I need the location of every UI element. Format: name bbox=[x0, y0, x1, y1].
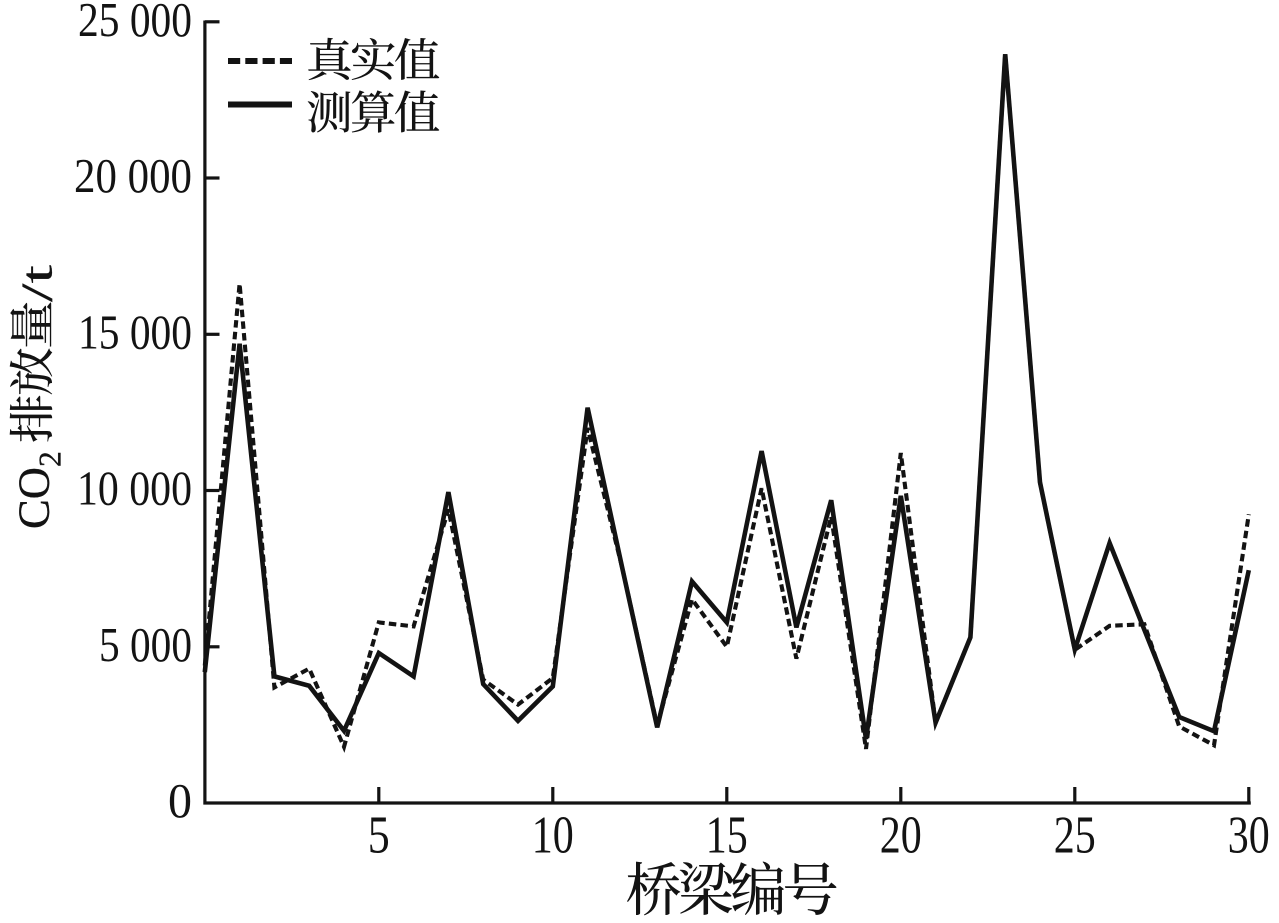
svg-text:/t: /t bbox=[12, 264, 62, 302]
svg-text:15: 15 bbox=[706, 806, 748, 864]
svg-text:20 000: 20 000 bbox=[74, 148, 192, 203]
svg-text:CO: CO bbox=[9, 467, 59, 529]
svg-text:5: 5 bbox=[368, 806, 390, 864]
svg-text:10 000: 10 000 bbox=[77, 461, 192, 516]
svg-text:15 000: 15 000 bbox=[78, 305, 192, 360]
svg-text:2: 2 bbox=[33, 451, 68, 467]
svg-text:25: 25 bbox=[1054, 806, 1096, 864]
svg-text:10: 10 bbox=[532, 806, 574, 864]
svg-text:20: 20 bbox=[880, 806, 922, 864]
svg-text:30: 30 bbox=[1228, 806, 1270, 864]
svg-text:25 000: 25 000 bbox=[78, 0, 192, 47]
svg-text:0: 0 bbox=[168, 773, 192, 828]
svg-text:5 000: 5 000 bbox=[99, 617, 192, 672]
